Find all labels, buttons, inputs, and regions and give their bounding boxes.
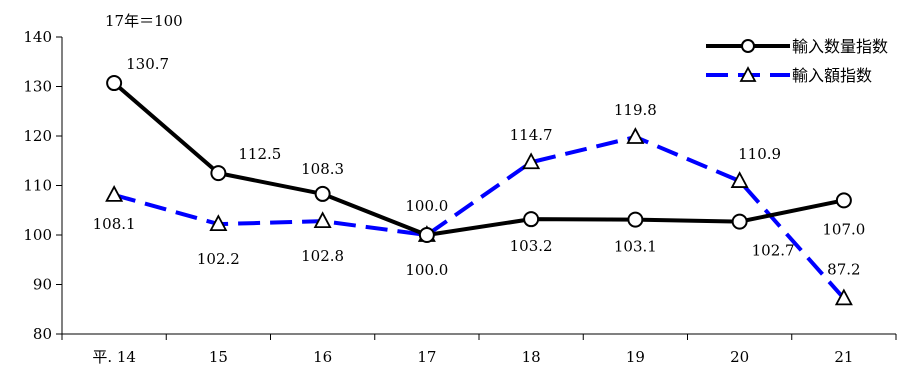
- legend-marker-value: [739, 66, 757, 82]
- marker-quantity: [627, 211, 644, 228]
- marker-value: [209, 214, 228, 232]
- y-tick-label: 140: [23, 28, 52, 46]
- y-tick-labels: 80 90 100 110 120 130 140: [23, 28, 52, 343]
- legend-label-quantity: 輸入数量指数: [792, 37, 888, 56]
- marker-value: [522, 152, 541, 170]
- x-tick-label: 20: [730, 348, 749, 366]
- data-labels: 130.7 112.5 108.3 100.0 103.2 103.1 102.7 107.0…: [93, 55, 866, 279]
- x-tick-label: 19: [626, 348, 645, 366]
- x-tick-labels: 平. 14 15 16 17 18 19 20 21: [92, 348, 853, 366]
- y-tick-label: 80: [33, 325, 52, 343]
- marker-quantity: [835, 192, 852, 209]
- series-line-value: [113, 134, 846, 300]
- marker-value: [730, 171, 749, 188]
- legend: 輸入数量指数 輸入額指数: [706, 37, 888, 85]
- data-label-value: 102.8: [301, 247, 344, 265]
- series-lines: [112, 81, 846, 300]
- data-label-value: 108.1: [93, 215, 136, 233]
- legend-label-value: 輸入額指数: [792, 66, 872, 85]
- data-label-value: 100.0: [405, 197, 448, 215]
- marker-quantity: [731, 213, 748, 230]
- marker-quantity: [523, 211, 540, 228]
- axes: [56, 36, 897, 340]
- data-label-quantity: 107.0: [822, 220, 865, 238]
- data-label-value: 114.7: [510, 126, 553, 144]
- data-label-value: 87.2: [827, 260, 860, 278]
- data-label-value: 110.9: [738, 145, 781, 163]
- marker-value: [313, 211, 332, 229]
- base-note: 17年＝100: [105, 12, 183, 30]
- marker-quantity: [418, 227, 435, 243]
- data-label-value: 119.8: [614, 101, 657, 119]
- x-tick-label: 17: [417, 348, 436, 366]
- x-tick-label: 15: [209, 348, 228, 366]
- y-tick-label: 120: [23, 127, 52, 145]
- y-tick-label: 100: [23, 226, 52, 244]
- data-label-quantity: 100.0: [405, 261, 448, 279]
- data-label-quantity: 103.2: [510, 237, 553, 255]
- legend-marker-quantity: [741, 39, 755, 53]
- data-label-value: 102.2: [197, 250, 240, 268]
- marker-quantity: [210, 165, 227, 182]
- data-label-quantity: 102.7: [752, 242, 795, 260]
- data-label-quantity: 108.3: [301, 160, 344, 178]
- marker-value: [105, 184, 124, 202]
- y-tick-label: 130: [23, 78, 52, 96]
- data-label-quantity: 103.1: [614, 238, 657, 256]
- y-tick-label: 110: [23, 177, 52, 195]
- y-tick-label: 90: [33, 276, 52, 294]
- marker-value: [626, 127, 645, 144]
- x-tick-label: 16: [313, 348, 332, 366]
- series-markers: [105, 75, 853, 306]
- x-tick-label: 18: [522, 348, 541, 366]
- series-line-quantity: [112, 81, 845, 237]
- marker-value: [834, 288, 853, 306]
- data-label-quantity: 130.7: [126, 55, 169, 73]
- x-tick-label: 21: [834, 348, 853, 366]
- x-tick-label: 平. 14: [92, 348, 136, 366]
- data-label-quantity: 112.5: [238, 145, 281, 163]
- marker-quantity: [106, 75, 123, 92]
- marker-quantity: [314, 185, 331, 202]
